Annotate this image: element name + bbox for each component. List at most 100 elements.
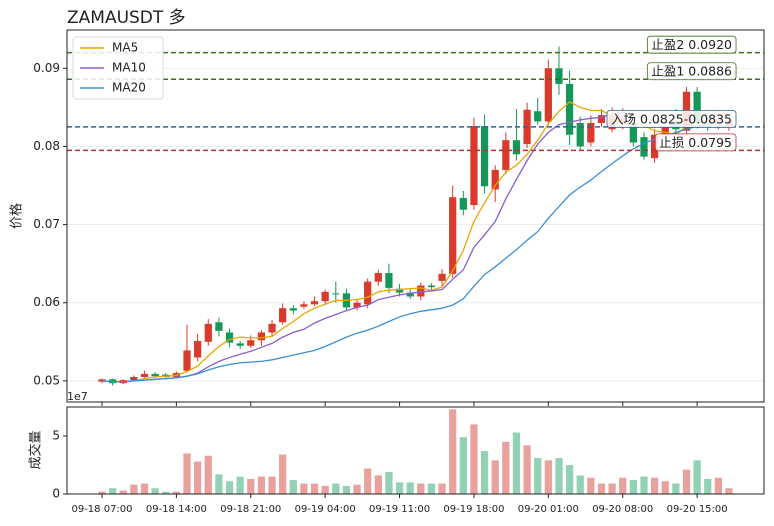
volume-bar [544,460,552,494]
volume-bar [289,480,297,494]
y-tick-label: 0.06 [33,295,60,309]
volume-bar [172,491,181,494]
candle-body [204,323,212,342]
candle-body [194,341,202,358]
ma-line [101,120,730,383]
volume-bar [140,483,149,494]
candle-body [427,285,436,288]
candle-body [544,68,552,122]
volume-bar [225,481,234,494]
legend: MA5 MA10 MA20 [72,36,164,100]
volume-axis-label: 成交量 [28,430,44,469]
x-tick-label: 09-20 08:00 [592,504,653,515]
candle-body [364,281,372,305]
plot-frame [66,29,765,403]
level-label: 止盈1 0.0886 [651,64,732,79]
chart-title: ZAMAUSDT 多 [67,8,186,28]
volume-bar [523,445,531,494]
candle-body [438,273,446,281]
volume-bar [151,488,159,494]
legend-label: MA5 [112,41,138,55]
y-tick-label: 5 [52,429,60,443]
volume-bar [406,482,414,494]
candle-body [417,285,425,297]
volume-bar [449,409,457,494]
candle-body [491,169,499,190]
level-label: 止损 0.0795 [659,135,732,150]
level-label-box [646,35,737,54]
candle-body [480,126,489,187]
volume-bar [374,475,382,494]
volume-bar [194,461,202,494]
candle-body [650,134,659,159]
candle-body [236,343,244,346]
x-tick-label: 09-20 01:00 [518,504,579,515]
level-label-box [606,110,737,128]
candle-body [310,301,319,305]
y-axis-label: 价格 [9,203,25,229]
ma-line [101,101,730,383]
y-tick-label: 0.05 [33,373,60,387]
candle-body [470,126,478,206]
legend-label: MA20 [112,81,146,95]
volume-bar [130,484,138,494]
candle-body [512,140,521,155]
volume-bar [459,437,467,494]
volume-bar [215,474,223,494]
candle-body [321,291,329,302]
volume-bar [576,475,584,494]
candle-body [98,379,106,382]
volume-bar [725,488,733,494]
offset-label: 1e7 [67,390,88,403]
candle-body [449,197,457,274]
x-tick-label: 09-20 15:00 [667,504,728,515]
candle-body [459,198,467,210]
candle-body [534,111,542,122]
candle-body [300,304,308,307]
y-tick-label: 0.09 [33,61,60,75]
volume-bar [321,485,329,494]
level-label-box [654,133,737,152]
candle-body [257,332,266,341]
volume-bar [714,477,722,494]
volume-bar [427,483,436,494]
volume-bar [204,455,212,494]
x-tick-label: 09-19 18:00 [443,504,504,515]
y-tick-label: 0 [52,487,60,501]
candle-body [215,322,223,331]
volume-bar [119,490,127,494]
volume-bar [109,488,117,494]
candle-body [502,140,510,170]
volume-bar [619,477,627,494]
volume-bar [704,478,712,494]
x-tick-label: 09-19 04:00 [295,504,356,515]
volume-bar [512,432,521,494]
x-tick-label: 09-18 07:00 [71,504,132,515]
x-tick-label: 09-18 14:00 [146,504,207,515]
volume-bar [268,476,276,494]
candle-body [629,123,637,143]
volume-bar [534,458,542,494]
y-tick-label: 0.07 [33,217,60,231]
volume-bar [300,483,308,494]
volume-bar [342,485,351,494]
volume-bar [587,477,595,494]
candle-body [385,273,393,288]
volume-bar [597,483,606,494]
volume-bar [162,491,170,494]
volume-bar [491,460,499,494]
level-label: 入场 0.0825-0.0835 [611,111,732,126]
candle-body [225,332,234,343]
candle-body [247,340,255,346]
candle-body [374,273,382,282]
volume-bar [385,471,393,494]
candle-body [183,350,191,371]
candle-body [406,292,414,297]
candle-body [140,373,149,377]
candle-body [565,83,574,135]
volume-bar [480,451,489,494]
volume-bar [608,483,616,494]
candle-body [268,323,276,333]
candle-body [597,115,606,123]
